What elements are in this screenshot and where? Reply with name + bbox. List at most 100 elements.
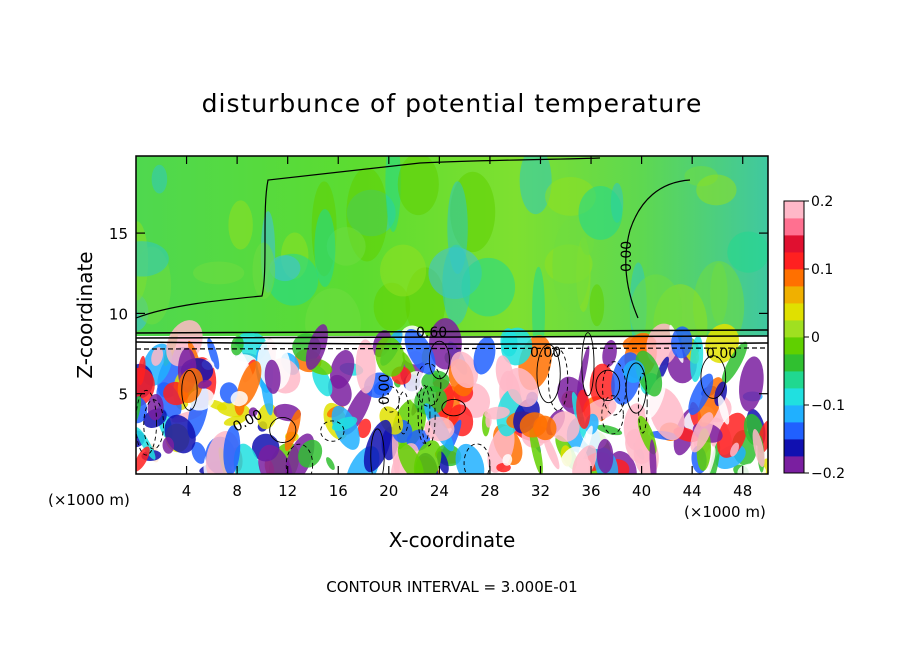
contour-loop (143, 399, 164, 450)
field-patch (688, 373, 714, 415)
contour-line (136, 329, 768, 345)
field-patch (375, 336, 405, 377)
contour-loop (428, 340, 450, 380)
upper-field-patches (136, 156, 768, 366)
colorbar-swatch (784, 269, 804, 287)
contour-loop (625, 362, 647, 414)
field-patch (137, 355, 146, 386)
colorbar-swatch (784, 405, 804, 423)
field-patch (696, 174, 737, 206)
contour-line (136, 157, 601, 319)
field-patch (197, 379, 212, 389)
field-patch (552, 218, 590, 312)
contour-lines (136, 157, 768, 474)
field-patch (230, 335, 244, 356)
field-patch (248, 407, 258, 417)
field-patch (739, 356, 764, 412)
colorbar-tick-label: 0 (811, 330, 820, 346)
field-patch (484, 406, 510, 420)
colorbar-swatch (784, 354, 804, 372)
contour-loop (602, 361, 627, 416)
contour-loop (417, 384, 431, 444)
field-patch (136, 446, 150, 472)
field-patch (461, 257, 516, 317)
x-tick-label: 40 (632, 482, 651, 500)
x-tick-label: 32 (531, 482, 550, 500)
field-patch (519, 156, 552, 215)
field-patch (690, 335, 704, 383)
field-patch (264, 359, 281, 394)
field-patch (635, 350, 663, 397)
field-patch (207, 338, 220, 370)
x-tick-label: 16 (329, 482, 348, 500)
field-patch (421, 370, 450, 392)
y-tick-label: 10 (109, 305, 128, 323)
colorbar (784, 201, 804, 474)
field-patch (502, 454, 513, 466)
field-patch (455, 443, 485, 474)
x-tick-label: 8 (232, 482, 242, 500)
contour-loop (181, 369, 198, 411)
x-tick-label: 28 (480, 482, 499, 500)
colorbar-swatch (784, 286, 804, 304)
colorbar-swatch (784, 303, 804, 321)
field-patch (737, 463, 767, 474)
field-patch (151, 164, 168, 194)
field-patch (529, 425, 543, 474)
field-patch (576, 345, 590, 399)
field-patch (717, 395, 730, 425)
contour-loop (285, 443, 314, 474)
contour-loop (595, 369, 621, 401)
field-patch (442, 244, 471, 325)
contour-interval-note: CONTOUR INTERVAL = 3.000E-01 (326, 578, 577, 596)
field-patch (228, 200, 253, 250)
field-patch (312, 365, 333, 397)
field-patch (326, 457, 335, 470)
field-patch (191, 441, 207, 464)
colorbar-swatch (784, 456, 804, 474)
field-patch (473, 336, 496, 375)
field-patch (296, 412, 321, 443)
contour-label: 0.00 (619, 241, 635, 272)
field-patch (550, 411, 580, 442)
field-patch (596, 424, 623, 436)
field-patch (330, 349, 355, 389)
contour-line (136, 347, 768, 350)
field-patch (424, 416, 455, 442)
colorbar-swatch (784, 201, 804, 219)
field-patch (533, 415, 557, 441)
field-patch (589, 284, 605, 327)
y-tick-label: 5 (118, 386, 128, 404)
contour-loop (421, 385, 436, 447)
colorbar-swatch (784, 320, 804, 338)
field-patch (355, 339, 376, 394)
contour-label: 0.00 (706, 346, 737, 362)
x-axis-label: X-coordinate (389, 528, 516, 552)
field-patch (716, 412, 748, 458)
field-patch (258, 444, 293, 474)
field-patch (623, 360, 645, 383)
field-patch (671, 326, 693, 359)
field-patch (326, 227, 366, 266)
contour-label: 0.00 (377, 374, 393, 405)
field-patch (578, 186, 623, 240)
field-patch (596, 438, 614, 474)
field-patch (414, 385, 448, 416)
field-patch (730, 442, 740, 457)
field-patch (298, 439, 323, 468)
x-tick-label: 20 (379, 482, 398, 500)
plot-frame (135, 155, 769, 475)
field-patch (380, 244, 427, 297)
field-patch (602, 340, 617, 368)
contour-line (625, 179, 691, 319)
field-patch (506, 367, 539, 408)
contour-loop (637, 372, 648, 434)
contour-loop (601, 395, 624, 435)
contour-loop (370, 428, 385, 474)
field-patch (136, 241, 169, 277)
contour-label: 0.60 (416, 325, 447, 341)
y-tick-label: 15 (109, 225, 128, 243)
colorbar-tick-label: 0.2 (811, 194, 833, 210)
field-patch (252, 242, 276, 299)
